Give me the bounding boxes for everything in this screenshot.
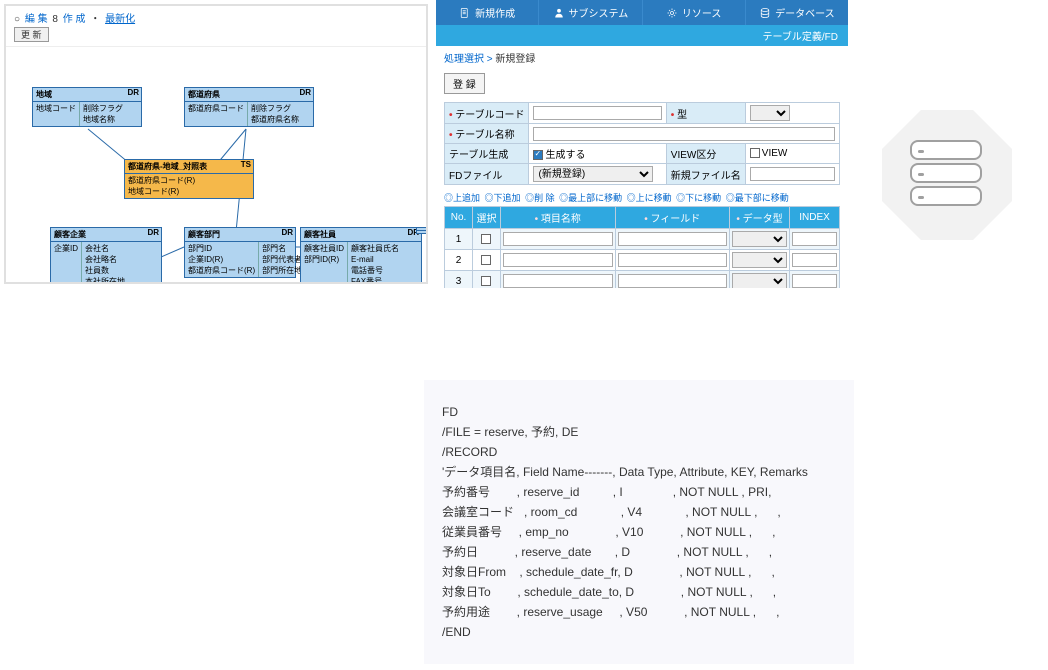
tabbar: 新規作成サブシステムリソースデータベース	[436, 0, 848, 25]
db-stack-icon	[910, 140, 982, 206]
edit-link[interactable]: 編 集	[25, 14, 48, 25]
index-input[interactable]	[792, 232, 837, 246]
field-input[interactable]	[618, 253, 728, 267]
action-link[interactable]: ◎削 除	[525, 193, 555, 203]
table-def-panel: 新規作成サブシステムリソースデータベース テーブル定義/FD 処理選択 > 新規…	[436, 0, 848, 288]
action-link[interactable]: ◎最上部に移動	[559, 193, 622, 203]
select-FDファイル[interactable]: (新規登録)	[533, 166, 653, 182]
checkbox-テーブル生成[interactable]	[533, 150, 543, 160]
input-新規ファイル名[interactable]	[750, 167, 835, 181]
create-link[interactable]: 作 成	[63, 14, 86, 25]
row-select-checkbox[interactable]	[481, 276, 491, 286]
action-link[interactable]: ◎下に移動	[676, 193, 721, 203]
user-icon	[553, 7, 565, 19]
entity-emp[interactable]: 顧客社員DR顧客社員ID部門ID(R)顧客社員氏名E-mail電話番号FAX番号…	[300, 227, 422, 284]
code-block: FD /FILE = reserve, 予約, DE /RECORD 'データ項…	[442, 402, 836, 642]
grid: No.選択項目名称フィールドデータ型INDEX1234	[444, 206, 840, 288]
er-toolbar: ○ 編 集 8 作 成 ・ 最新化 更 新	[6, 6, 426, 47]
entity-dept[interactable]: 顧客部門DR部門ID企業ID(R)都道府県コード(R)部門名部門代表者部門所在地	[184, 227, 296, 278]
entity-region[interactable]: 地域DR地域コード削除フラグ地域名称	[32, 87, 142, 127]
tab-2[interactable]: リソース	[643, 0, 746, 25]
field-input[interactable]	[618, 232, 728, 246]
input-テーブルコード[interactable]	[533, 106, 661, 120]
index-input[interactable]	[792, 274, 837, 288]
update-button[interactable]: 更 新	[14, 27, 49, 42]
db-icon-group	[910, 140, 982, 209]
action-link[interactable]: ◎上追加	[444, 193, 480, 203]
datatype-select[interactable]	[732, 231, 787, 247]
er-diagram-panel: ○ 編 集 8 作 成 ・ 最新化 更 新 地域DR地域コード削除フラグ地域名称…	[4, 4, 428, 284]
er-canvas: 地域DR地域コード削除フラグ地域名称 都道府県DR都道府県コード削除フラグ都道府県…	[6, 47, 426, 284]
form-table: テーブルコード型テーブル名称テーブル生成生成するVIEW区分VIEWFDファイル…	[444, 102, 840, 185]
title-bar: テーブル定義/FD	[436, 25, 848, 46]
breadcrumb: 処理選択 > 新規登録	[436, 46, 848, 69]
select-型[interactable]	[750, 105, 790, 121]
entity-map[interactable]: 都道府県-地域_対照表TS都道府県コード(R)地域コード(R)	[124, 159, 254, 199]
register-button[interactable]: 登 録	[444, 73, 485, 94]
item-name-input[interactable]	[503, 232, 613, 246]
action-links: ◎上追加 ◎下追加 ◎削 除 ◎最上部に移動 ◎上に移動 ◎下に移動 ◎最下部に…	[436, 189, 848, 206]
entity-pref[interactable]: 都道府県DR都道府県コード削除フラグ都道府県名称	[184, 87, 314, 127]
entity-partial[interactable]	[416, 227, 428, 234]
item-name-input[interactable]	[503, 253, 613, 267]
tab-3[interactable]: データベース	[746, 0, 848, 25]
latest-link[interactable]: 最新化	[105, 14, 135, 25]
breadcrumb-b: 新規登録	[495, 54, 535, 65]
tab-0[interactable]: 新規作成	[436, 0, 539, 25]
datatype-select[interactable]	[732, 273, 787, 288]
action-link[interactable]: ◎上に移動	[627, 193, 672, 203]
gear-icon	[666, 7, 678, 19]
action-link[interactable]: ◎下追加	[485, 193, 521, 203]
table-row: 2	[445, 250, 840, 271]
code-panel: FD /FILE = reserve, 予約, DE /RECORD 'データ項…	[424, 380, 854, 664]
item-name-input[interactable]	[503, 274, 613, 288]
field-input[interactable]	[618, 274, 728, 288]
doc-icon	[459, 7, 471, 19]
table-row: 3	[445, 271, 840, 289]
entity-corp[interactable]: 顧客企業DR企業ID会社名会社略名社員数本社所在地	[50, 227, 162, 284]
checkbox-VIEW区分[interactable]	[750, 148, 760, 158]
table-row: 1	[445, 229, 840, 250]
action-link[interactable]: ◎最下部に移動	[726, 193, 789, 203]
breadcrumb-a[interactable]: 処理選択	[444, 54, 484, 65]
row-select-checkbox[interactable]	[481, 234, 491, 244]
datatype-select[interactable]	[732, 252, 787, 268]
index-input[interactable]	[792, 253, 837, 267]
tab-1[interactable]: サブシステム	[539, 0, 642, 25]
row-select-checkbox[interactable]	[481, 255, 491, 265]
db-icon	[759, 7, 771, 19]
input-テーブル名称[interactable]	[533, 127, 835, 141]
